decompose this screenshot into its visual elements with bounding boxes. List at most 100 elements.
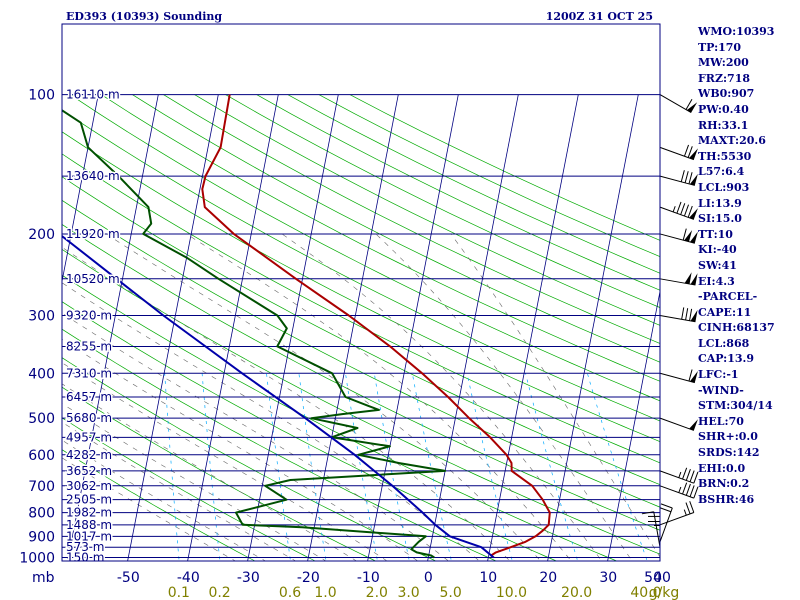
- moist-adiabat: [62, 403, 327, 561]
- isotherm: [487, 94, 579, 561]
- plot-frame: [61, 23, 661, 562]
- index-item: TT:10: [698, 227, 733, 241]
- mixing-ratio-tick-label: 5.0: [439, 585, 461, 600]
- index-item: CAP:13.9: [698, 352, 755, 366]
- moist-adiabat: [450, 233, 660, 558]
- wind-barb: [659, 503, 673, 542]
- index-item: WMO:10393: [698, 25, 775, 38]
- height-label: 3062 m: [66, 479, 112, 493]
- index-item: SRDS:142: [698, 446, 760, 460]
- height-label: 6457 m: [66, 390, 112, 404]
- index-item: CINH:68137: [698, 321, 775, 335]
- moist-adiabat: [62, 457, 236, 561]
- moist-adiabat: [62, 421, 297, 561]
- isotherm: [67, 94, 159, 561]
- moist-adiabat: [106, 233, 542, 561]
- index-item: EI:4.3: [698, 274, 735, 288]
- temperature-tick-label: 20: [539, 570, 557, 586]
- mixing-ratio-line: [201, 373, 221, 561]
- pressure-tick-label: 700: [28, 479, 55, 495]
- dewpoint-profile: [62, 109, 447, 559]
- wind-barb: [659, 170, 698, 186]
- dry-adiabat: [132, 94, 660, 363]
- dry-adiabat: [225, 94, 660, 308]
- height-label: 13640 m: [66, 169, 120, 183]
- height-label: 3652 m: [66, 464, 112, 478]
- index-item: EHI:0.0: [698, 461, 746, 475]
- dry-adiabat: [101, 94, 660, 382]
- isotherm: [547, 94, 639, 561]
- isotherm: [0, 95, 38, 568]
- wind-barb: [659, 467, 699, 484]
- temperature-tick-label: -20: [297, 570, 320, 586]
- isotherm: [607, 289, 660, 561]
- isotherm: [427, 94, 519, 561]
- height-label: 5680 m: [66, 411, 112, 425]
- index-item: FRZ:718: [698, 71, 751, 85]
- height-label: 16110 m: [66, 88, 120, 102]
- mixing-ratio-line: [587, 373, 648, 561]
- index-item: LI:13.9: [698, 196, 742, 210]
- dry-adiabat: [62, 301, 558, 561]
- pressure-tick-label: 600: [28, 448, 55, 464]
- height-label: 10520 m: [66, 272, 120, 286]
- dry-adiabat: [62, 248, 660, 555]
- moist-adiabat: [281, 233, 603, 561]
- temperature-tick-label: 30: [599, 570, 617, 586]
- dry-adiabat: [62, 199, 660, 508]
- wind-barb: [659, 417, 698, 431]
- chart-title: ED393 (10393) Sounding: [66, 10, 222, 23]
- height-label: 8255 m: [66, 339, 112, 353]
- pressure-tick-label: 200: [28, 227, 55, 243]
- height-label: 9320 m: [66, 308, 112, 322]
- mixing-ratio-tick-label: 20.0: [561, 585, 592, 600]
- moist-adiabat: [375, 233, 633, 561]
- mixing-ratio-tick-label: 0.2: [208, 585, 230, 600]
- wind-barb: [659, 228, 698, 244]
- wind-barb: [659, 144, 698, 161]
- height-label: 7310 m: [66, 366, 112, 380]
- temperature-tick-label: 0: [424, 570, 433, 586]
- temperature-tick-label: -40: [177, 570, 200, 586]
- mixing-ratio-tick-label: 2.0: [366, 585, 388, 600]
- height-label: 4282 m: [66, 448, 112, 462]
- height-label: 2505 m: [66, 493, 112, 507]
- parcel-profile: [62, 234, 495, 559]
- moist-adiabat: [62, 362, 388, 561]
- dry-adiabat: [62, 176, 660, 486]
- height-label: 1488 m: [66, 518, 112, 532]
- index-item: RH:33.1: [698, 118, 749, 132]
- mixing-ratio-tick-label: 0.1: [168, 585, 190, 600]
- dry-adiabat: [62, 224, 660, 531]
- dry-adiabat: [62, 449, 256, 561]
- temperature-tick-label: 10: [479, 570, 497, 586]
- moist-adiabat: [186, 233, 572, 561]
- dry-adiabat: [62, 328, 497, 561]
- index-item: CAPE:11: [698, 305, 752, 319]
- pressure-tick-label: 900: [28, 529, 55, 545]
- dry-adiabat: [69, 94, 660, 402]
- isotherm: [247, 94, 339, 561]
- wind-barb: [659, 307, 698, 323]
- pressure-tick-label: 100: [28, 88, 55, 104]
- wind-barb: [659, 94, 698, 114]
- index-item: MAXT:20.6: [698, 134, 766, 148]
- dry-adiabat: [62, 274, 618, 561]
- height-label: 573 m: [66, 540, 104, 554]
- mixing-ratio-tick-label: 10.0: [496, 585, 527, 600]
- temperature-tick-label: -10: [357, 570, 380, 586]
- height-label: 1982 m: [66, 506, 112, 520]
- mixing-ratio-tick-label: 1.0: [314, 585, 336, 600]
- index-item: BSHR:46: [698, 492, 755, 506]
- pressure-tick-label: 400: [28, 366, 55, 382]
- isotherm: [367, 94, 459, 561]
- mixing-ratio-tick-label: 40.0: [630, 585, 661, 600]
- height-label: 4957 m: [66, 430, 112, 444]
- index-item: MW:200: [698, 56, 749, 70]
- wind-barb: [659, 272, 698, 286]
- dry-adiabat: [163, 94, 660, 344]
- pressure-tick-label: 800: [28, 506, 55, 522]
- mixing-ratio-line: [298, 373, 327, 561]
- mixing-ratio-tick-label: 0.6: [279, 585, 301, 600]
